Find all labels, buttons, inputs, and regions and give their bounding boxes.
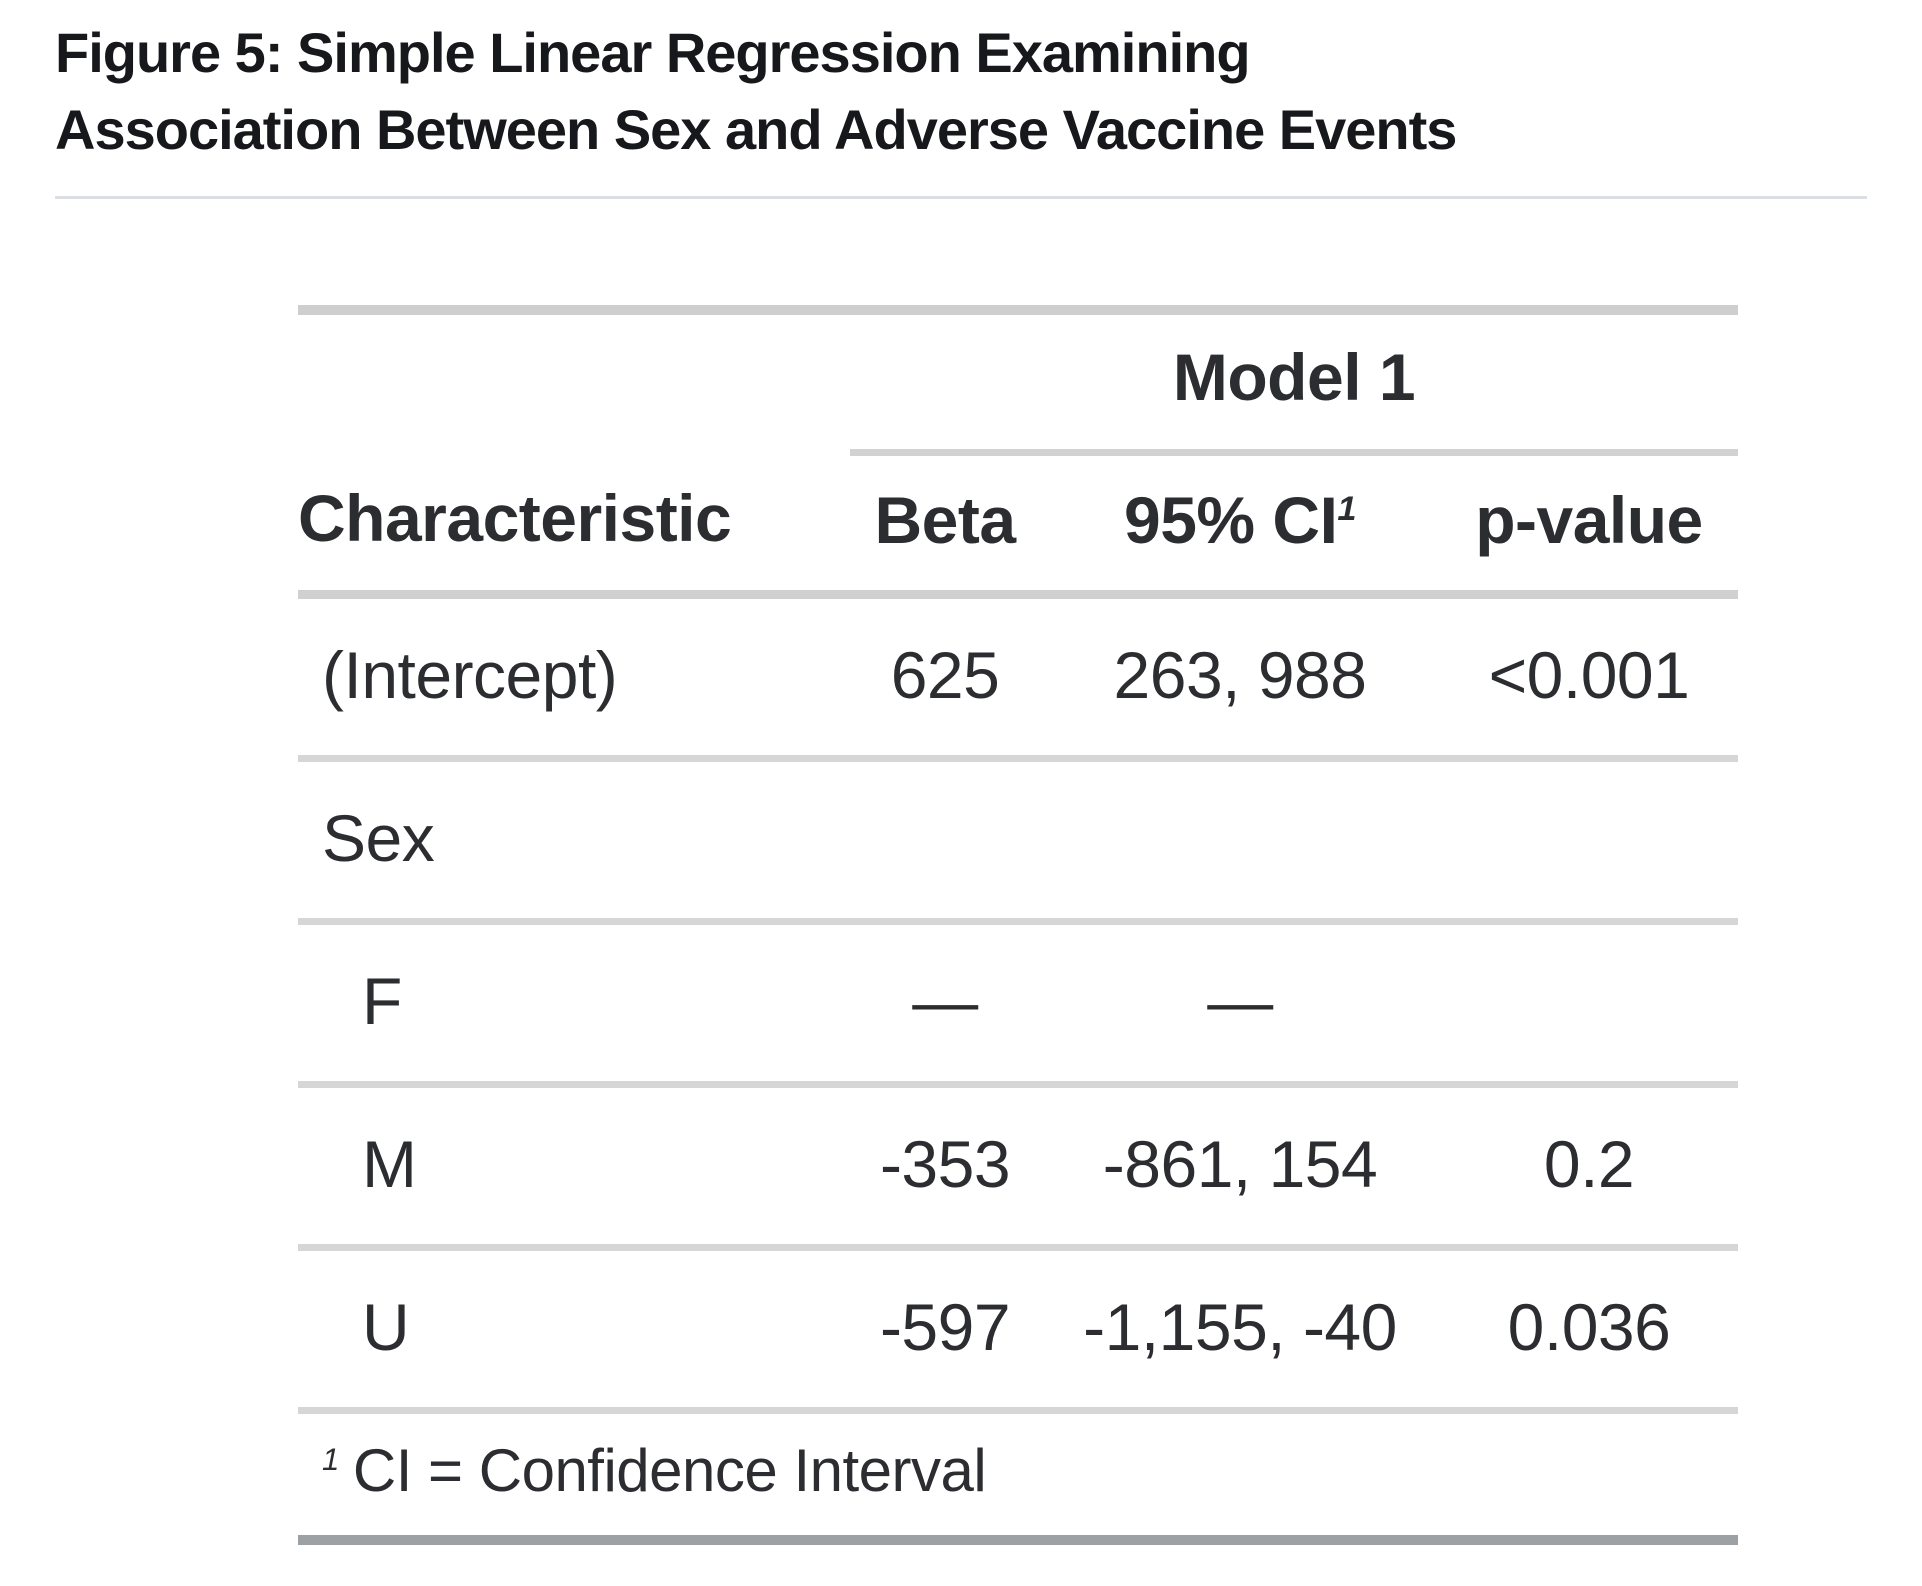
ci-value: 263, 988 xyxy=(1040,594,1440,762)
p-value: 0.036 xyxy=(1440,1247,1738,1414)
row-label: F xyxy=(298,921,850,1088)
footnote-cell: 1 CI = Confidence Interval xyxy=(298,1411,1738,1541)
footnote-row: 1 CI = Confidence Interval xyxy=(298,1411,1738,1541)
regression-table: Model 1 Characteristic Beta 95% CI1 p-va… xyxy=(298,305,1738,1545)
footnote-text: CI = Confidence Interval xyxy=(352,1437,987,1504)
row-label: M xyxy=(298,1084,850,1251)
table-row-sex: Sex xyxy=(298,758,1738,925)
row-label: U xyxy=(298,1247,850,1414)
column-header-ci: 95% CI1 xyxy=(1040,452,1440,599)
footnote-mark: 1 xyxy=(322,1442,339,1477)
ci-value xyxy=(1040,758,1440,925)
column-header-row: Characteristic Beta 95% CI1 p-value xyxy=(298,452,1738,599)
table-row-sex-f: F — — xyxy=(298,921,1738,1088)
spanner-row: Model 1 xyxy=(298,310,1738,456)
p-value: <0.001 xyxy=(1440,594,1738,762)
table-row-intercept: (Intercept) 625 263, 988 <0.001 xyxy=(298,594,1738,762)
beta-value: — xyxy=(850,921,1040,1088)
ci-value: -861, 154 xyxy=(1040,1084,1440,1251)
ci-value: -1,155, -40 xyxy=(1040,1247,1440,1414)
p-value: 0.2 xyxy=(1440,1084,1738,1251)
beta-value: -353 xyxy=(850,1084,1040,1251)
spanner-corner-cell xyxy=(298,310,850,453)
row-label: (Intercept) xyxy=(298,594,850,762)
model-1-spanner: Model 1 xyxy=(850,310,1738,456)
column-header-p-value: p-value xyxy=(1440,452,1738,599)
p-value xyxy=(1440,758,1738,925)
ci-footnote-mark: 1 xyxy=(1337,490,1357,528)
title-divider xyxy=(55,196,1867,199)
beta-value: 625 xyxy=(850,594,1040,762)
figure-title: Figure 5: Simple Linear Regression Exami… xyxy=(55,14,1867,168)
beta-value: -597 xyxy=(850,1247,1040,1414)
row-label: Sex xyxy=(298,758,850,925)
figure-title-line2: Association Between Sex and Adverse Vacc… xyxy=(55,98,1457,161)
table-row-sex-m: M -353 -861, 154 0.2 xyxy=(298,1084,1738,1251)
ci-value: — xyxy=(1040,921,1440,1088)
table-row-sex-u: U -597 -1,155, -40 0.036 xyxy=(298,1247,1738,1414)
figure-title-line1: Figure 5: Simple Linear Regression Exami… xyxy=(55,21,1251,84)
beta-value xyxy=(850,758,1040,925)
column-header-characteristic: Characteristic xyxy=(298,452,850,599)
ci-header-label: 95% CI xyxy=(1123,483,1338,557)
column-header-beta: Beta xyxy=(850,452,1040,599)
p-value xyxy=(1440,921,1738,1088)
